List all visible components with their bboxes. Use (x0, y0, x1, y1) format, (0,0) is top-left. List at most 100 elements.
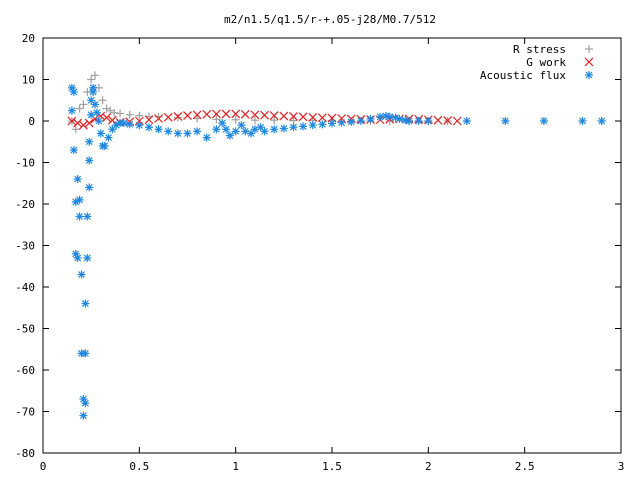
x-tick-label: 2.5 (515, 460, 535, 473)
data-point (91, 71, 100, 80)
data-point (154, 125, 163, 134)
data-point (85, 183, 94, 192)
legend-marker (584, 57, 594, 67)
data-point (250, 110, 260, 120)
data-point (452, 116, 462, 126)
legend-marker (585, 71, 593, 79)
data-point (79, 120, 88, 130)
plot-frame (42, 37, 622, 454)
data-point (578, 117, 587, 125)
data-point (75, 104, 84, 113)
data-point (135, 111, 144, 120)
data-point (231, 127, 240, 136)
data-point (164, 127, 173, 136)
data-point (433, 115, 443, 125)
data-point (443, 116, 453, 126)
data-point (81, 299, 90, 308)
data-point (289, 123, 298, 132)
data-point (144, 123, 153, 132)
chart-title: m2/n1.5/q1.5/r-+.05-j28/M0.7/512 (224, 13, 436, 26)
data-point (71, 125, 80, 134)
data-point (89, 87, 98, 96)
data-point (424, 117, 433, 125)
data-point (134, 116, 144, 126)
data-point (299, 122, 308, 131)
data-point (395, 114, 404, 123)
data-point (84, 118, 94, 128)
data-point (501, 117, 510, 125)
data-point (202, 109, 212, 119)
data-point (85, 156, 94, 165)
y-tick-label: -60 (15, 364, 35, 377)
series-acoustic-flux (67, 83, 606, 420)
y-tick-label: -40 (15, 281, 35, 294)
data-point (119, 119, 128, 128)
data-point (110, 108, 119, 117)
data-point (67, 106, 76, 115)
data-point (73, 175, 82, 184)
data-point (154, 114, 164, 123)
data-point (107, 115, 117, 125)
data-point (98, 96, 107, 105)
data-point (231, 109, 241, 119)
legend-label: R stress (513, 43, 566, 56)
data-point (405, 117, 414, 125)
data-point (173, 113, 182, 122)
x-tick-label: 0 (40, 460, 47, 473)
data-point (106, 106, 115, 115)
data-point (385, 112, 394, 121)
data-point (87, 75, 96, 84)
data-point (67, 116, 77, 126)
data-point (462, 117, 471, 125)
data-point (202, 133, 211, 142)
data-point (104, 133, 113, 142)
data-point (250, 116, 259, 125)
data-point (163, 112, 173, 122)
data-point (308, 121, 317, 130)
data-point (260, 127, 269, 136)
x-tick-label: 2 (425, 460, 432, 473)
data-point (250, 125, 259, 134)
data-point (81, 349, 90, 358)
y-tick-label: -10 (15, 157, 35, 170)
data-point (69, 87, 78, 96)
series-g-work (67, 109, 462, 130)
data-point (212, 125, 221, 134)
data-point (192, 110, 202, 120)
data-point (212, 115, 221, 124)
data-point (237, 121, 246, 130)
data-point (317, 113, 327, 123)
data-point (75, 212, 84, 221)
data-point (356, 117, 365, 125)
data-point (173, 129, 182, 138)
data-point (87, 110, 96, 119)
data-point (240, 109, 250, 119)
data-point (183, 129, 192, 138)
data-point (414, 117, 423, 125)
data-point (85, 137, 94, 146)
data-point (92, 108, 101, 117)
data-point (125, 120, 134, 129)
y-tick-label: -30 (15, 240, 35, 253)
data-point (144, 115, 154, 125)
data-point (69, 146, 78, 155)
data-point (366, 114, 375, 123)
legend-marker (585, 45, 593, 53)
data-point (270, 116, 279, 125)
data-point (298, 112, 308, 122)
y-tick-label: -70 (15, 406, 35, 419)
x-tick-label: 1.5 (322, 460, 342, 473)
data-point (347, 117, 356, 126)
data-point (125, 110, 134, 119)
data-point (211, 109, 221, 119)
y-tick-label: -20 (15, 198, 35, 211)
data-point (83, 212, 92, 221)
data-point (173, 112, 183, 121)
data-point (539, 117, 548, 125)
y-tick-label: 0 (28, 115, 35, 128)
data-point (376, 112, 385, 121)
data-point (102, 113, 112, 123)
data-point (102, 104, 111, 113)
x-tick-label: 3 (618, 460, 625, 473)
